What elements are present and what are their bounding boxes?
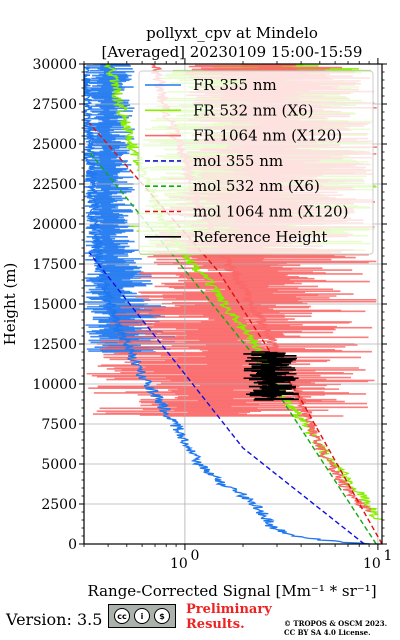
legend-label: FR 1064 nm (X120) bbox=[193, 127, 342, 145]
x-axis-label: Range-Corrected Signal [Mm⁻¹ * sr⁻¹] bbox=[87, 582, 376, 600]
y-tick-label: 30000 bbox=[32, 57, 77, 73]
legend-label: mol 355 nm bbox=[193, 152, 283, 170]
reference-height-trace bbox=[243, 351, 299, 401]
legend-label: FR 355 nm bbox=[193, 76, 277, 94]
attribution-icon: i bbox=[134, 608, 150, 624]
version-label: Version: 3.5 bbox=[6, 610, 103, 629]
y-tick-label: 0 bbox=[68, 537, 77, 553]
y-tick-label: 17500 bbox=[32, 257, 77, 273]
chart-title: pollyxt_cpv at Mindelo bbox=[146, 24, 318, 42]
copyright-notice: © TROPOS & OSCM 2023. CC BY SA 4.0 Licen… bbox=[284, 619, 387, 637]
y-tick-label: 25000 bbox=[32, 137, 77, 153]
copyright-line-2: CC BY SA 4.0 License. bbox=[284, 628, 371, 637]
cc-license-badge: cc i $ bbox=[108, 604, 176, 628]
y-tick-label: 10000 bbox=[32, 377, 77, 393]
y-tick-label: 15000 bbox=[32, 297, 77, 313]
y-tick-label: 20000 bbox=[32, 217, 77, 233]
legend-label: mol 1064 nm (X120) bbox=[193, 203, 348, 221]
chart-subtitle: [Averaged] 20230109 15:00-15:59 bbox=[102, 43, 363, 61]
legend-box bbox=[138, 70, 374, 255]
x-tick-exponent: 0 bbox=[190, 548, 199, 564]
legend-label: Reference Height bbox=[193, 228, 327, 246]
y-tick-label: 2500 bbox=[41, 497, 77, 513]
x-tick-label: 10 bbox=[363, 556, 381, 572]
series-line-0 bbox=[84, 66, 371, 544]
legend-label: mol 532 nm (X6) bbox=[193, 177, 320, 195]
legend-label: FR 532 nm (X6) bbox=[193, 101, 313, 119]
y-tick-label: 7500 bbox=[41, 417, 77, 433]
copyright-line-1: © TROPOS & OSCM 2023. bbox=[284, 619, 388, 628]
series-line-5 bbox=[88, 122, 382, 544]
y-tick-label: 27500 bbox=[32, 97, 77, 113]
y-tick-label: 12500 bbox=[32, 337, 77, 353]
x-tick-exponent: 1 bbox=[383, 548, 392, 564]
y-tick-label: 22500 bbox=[32, 177, 77, 193]
preliminary-line-2: Results. bbox=[186, 617, 245, 632]
cc-icon: cc bbox=[114, 608, 130, 624]
preliminary-notice: Preliminary Results. bbox=[186, 602, 272, 632]
share-alike-icon: $ bbox=[154, 608, 170, 624]
y-tick-label: 5000 bbox=[41, 457, 77, 473]
y-axis-label: Height (m) bbox=[1, 263, 19, 346]
series-line-3 bbox=[88, 252, 365, 544]
x-tick-label: 10 bbox=[170, 556, 188, 572]
chart-legend: FR 355 nm FR 532 nm (X6) FR 1064 nm (X120)… bbox=[138, 70, 374, 255]
preliminary-line-1: Preliminary bbox=[186, 602, 272, 617]
